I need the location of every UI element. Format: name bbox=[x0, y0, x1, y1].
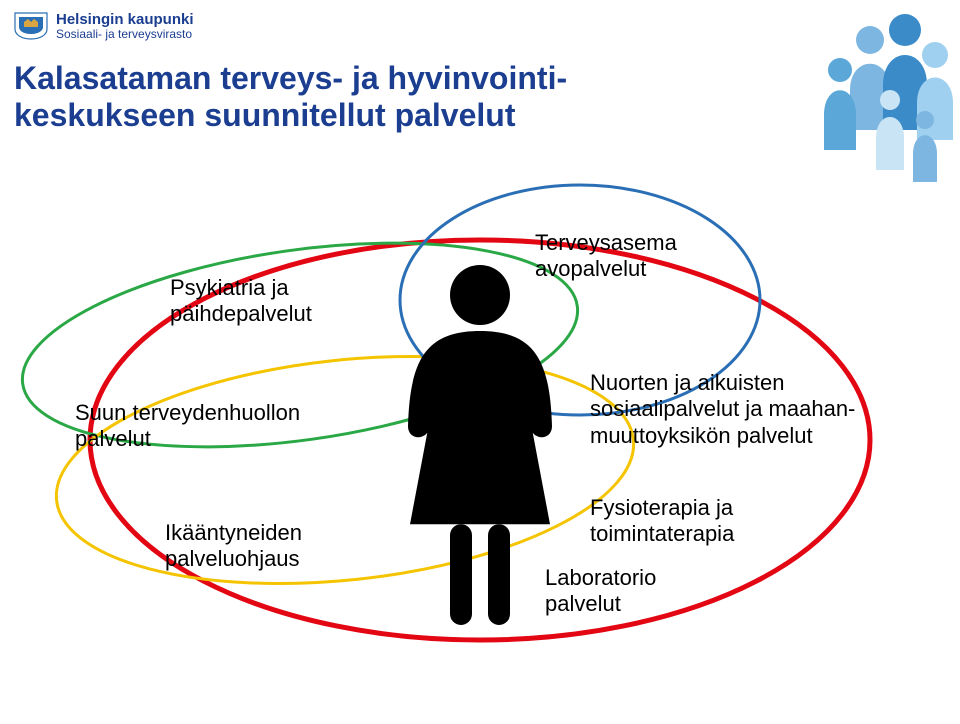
label-psykiatria: Psykiatria ja päihdepalvelut bbox=[170, 275, 312, 328]
person-icon bbox=[408, 265, 552, 625]
label-fysioterapia: Fysioterapia ja toimintaterapia bbox=[590, 495, 734, 548]
crest-icon bbox=[14, 12, 48, 40]
label-nuorten: Nuorten ja aikuisten sosiaalipalvelut ja… bbox=[590, 370, 855, 449]
label-laboratorio: Laboratorio palvelut bbox=[545, 565, 656, 618]
logo-line2: Sosiaali- ja terveysvirasto bbox=[56, 28, 194, 41]
org-logo: Helsingin kaupunki Sosiaali- ja terveysv… bbox=[14, 12, 194, 40]
page-title: Kalasataman terveys- ja hyvinvointi- kes… bbox=[14, 60, 567, 134]
services-diagram: Psykiatria ja päihdepalvelut Terveysasem… bbox=[0, 170, 960, 690]
logo-line1: Helsingin kaupunki bbox=[56, 12, 194, 28]
label-terveysasema: Terveysasema avopalvelut bbox=[535, 230, 677, 283]
corner-people-graphic bbox=[730, 0, 960, 190]
title-line1: Kalasataman terveys- ja hyvinvointi- bbox=[14, 60, 567, 97]
title-line2: keskukseen suunnitellut palvelut bbox=[14, 97, 567, 134]
label-suun: Suun terveydenhuollon palvelut bbox=[75, 400, 300, 453]
label-ikaantyneiden: Ikääntyneiden palveluohjaus bbox=[165, 520, 302, 573]
